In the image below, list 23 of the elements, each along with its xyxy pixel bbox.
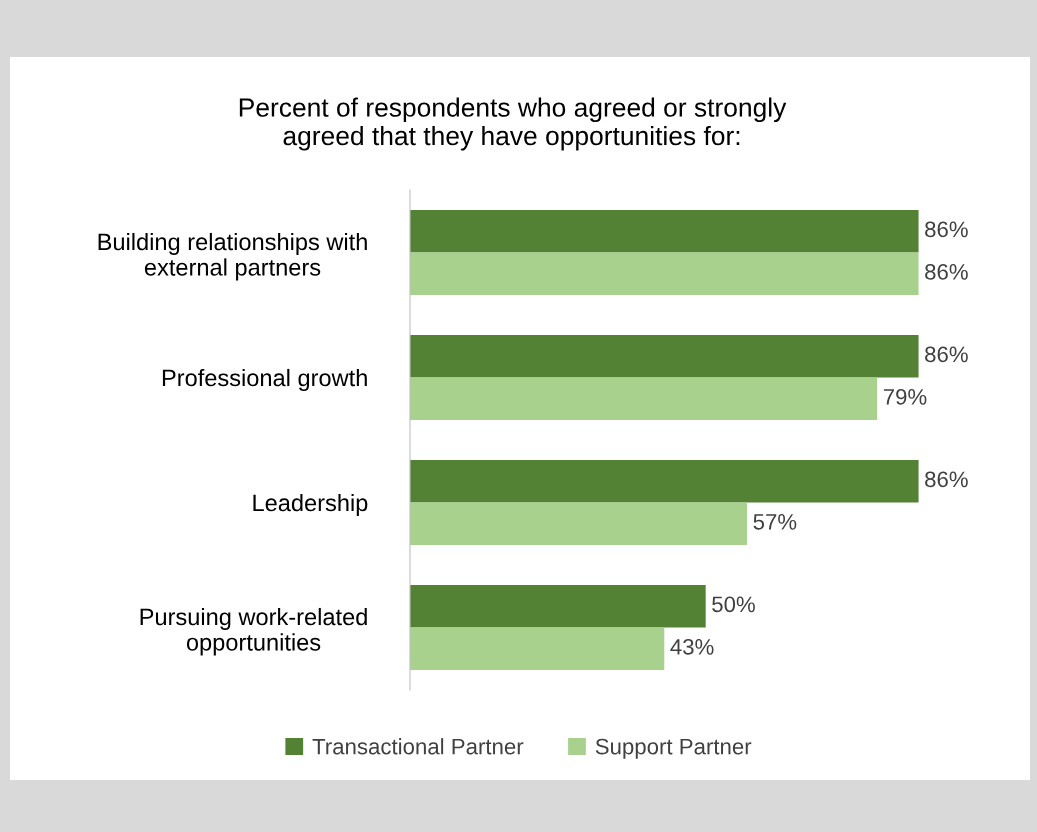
data-label: 57% bbox=[753, 514, 797, 530]
bar bbox=[410, 585, 706, 628]
legend-label: Transactional Partner bbox=[312, 738, 524, 755]
data-label: 79% bbox=[883, 388, 927, 405]
bar bbox=[410, 252, 919, 295]
bar bbox=[410, 502, 748, 545]
bar bbox=[410, 627, 665, 670]
y-tick-label: Leadership bbox=[253, 493, 368, 516]
y-tick-label: Professional growth bbox=[162, 368, 367, 391]
y-tick-label: Building relationships with external partners bbox=[98, 232, 367, 281]
data-label: 86% bbox=[925, 221, 968, 238]
data-label: 86% bbox=[925, 471, 968, 488]
bar bbox=[410, 210, 919, 253]
bar bbox=[410, 377, 878, 420]
data-label: 50% bbox=[712, 596, 755, 613]
chart-title: Percent of respondents who agreed or strongly agreed that they have opportunities for: bbox=[239, 97, 787, 151]
y-tick-label: Pursuing work-related opportunities bbox=[140, 607, 367, 656]
data-label: 43% bbox=[670, 638, 714, 655]
data-label: 86% bbox=[925, 263, 968, 280]
data-label: 86% bbox=[925, 346, 968, 363]
bar bbox=[410, 335, 919, 378]
legend-label: Support Partner bbox=[595, 738, 752, 759]
bar bbox=[410, 460, 919, 503]
